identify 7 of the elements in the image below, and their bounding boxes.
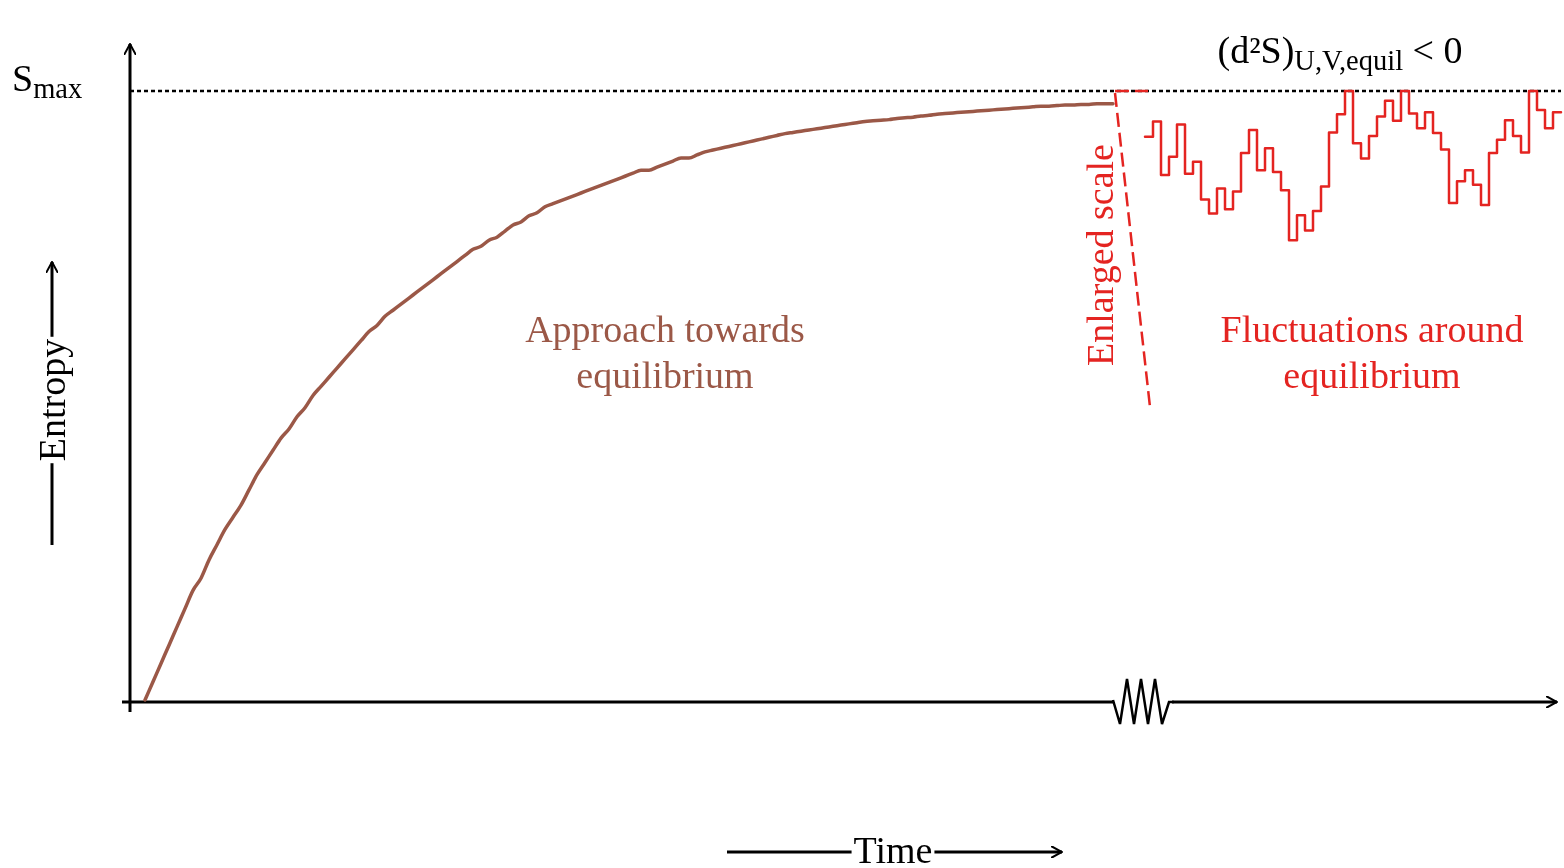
y-axis-title: Entropy xyxy=(31,338,74,462)
x-axis-title: Time xyxy=(853,829,933,868)
annotation: Fluctuations around equilibrium xyxy=(1220,308,1524,397)
text: (d²S)$_{U,V,equil}$ < 0 xyxy=(1217,29,1463,77)
ref-line-label: S$_{max}$ xyxy=(12,57,83,105)
annotation: Approach towards equilibrium xyxy=(525,308,805,397)
annotation: Enlarged scale xyxy=(1079,144,1122,366)
